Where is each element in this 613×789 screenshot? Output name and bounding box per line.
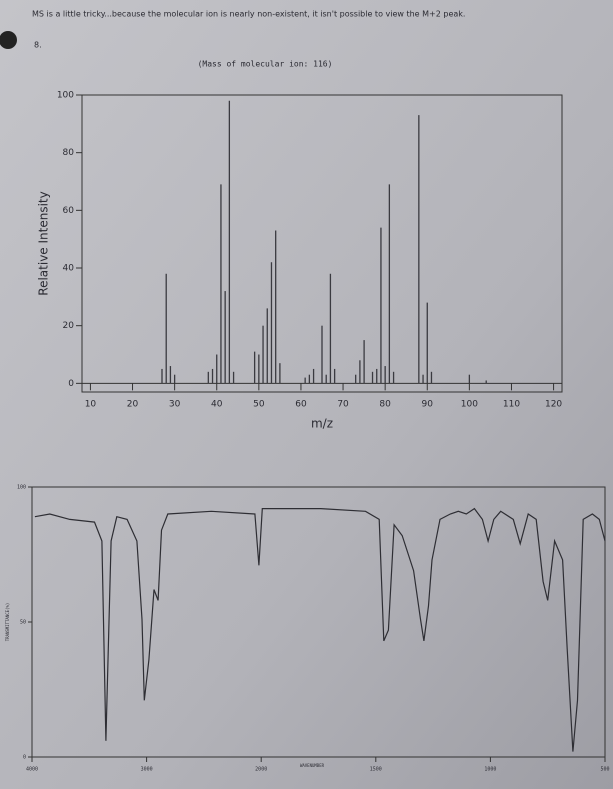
x-tick-label: 100: [461, 400, 478, 410]
x-tick-label: 1000: [484, 767, 496, 773]
ir-trace: [34, 507, 606, 752]
x-axis-label: WAVENUMBER: [300, 763, 325, 768]
x-tick-label: 30: [169, 400, 181, 410]
x-tick-label: 60: [295, 400, 307, 410]
y-tick-label: 40: [63, 264, 75, 274]
plot-frame: [81, 94, 563, 393]
y-tick-label: 100: [17, 485, 26, 491]
y-tick-label: 0: [23, 755, 26, 761]
x-tick-label: 500: [600, 767, 609, 773]
hole-punch: [0, 31, 17, 49]
y-tick-label: 0: [68, 379, 74, 389]
question-number: 8.: [34, 41, 42, 50]
x-tick-label: 70: [337, 400, 349, 410]
x-tick-label: 80: [379, 400, 391, 410]
y-axis-label: Relative Intensity: [37, 191, 51, 295]
x-tick-label: 40: [211, 400, 223, 410]
x-tick-label: 3000: [141, 767, 153, 773]
chart-title: (Mass of molecular ion: 116): [198, 60, 333, 69]
x-tick-label: 120: [545, 400, 562, 410]
y-tick-label: 100: [57, 91, 74, 101]
x-tick-label: 10: [85, 400, 97, 410]
x-tick-label: 4000: [26, 767, 38, 773]
x-tick-label: 90: [422, 400, 434, 410]
x-tick-label: 110: [503, 400, 520, 410]
x-tick-label: 1500: [370, 767, 382, 773]
y-tick-label: 20: [63, 321, 75, 331]
note: MS is a little tricky...because the mole…: [32, 10, 465, 19]
x-tick-label: 50: [253, 400, 265, 410]
x-tick-label: 20: [127, 400, 139, 410]
y-tick-label: 50: [20, 620, 26, 626]
x-axis-label: m/z: [311, 417, 333, 431]
y-axis-label: TRANSMITTANCE(%): [5, 603, 10, 642]
x-tick-label: 2000: [255, 767, 267, 773]
y-tick-label: 60: [63, 206, 75, 216]
y-tick-label: 80: [63, 148, 75, 158]
